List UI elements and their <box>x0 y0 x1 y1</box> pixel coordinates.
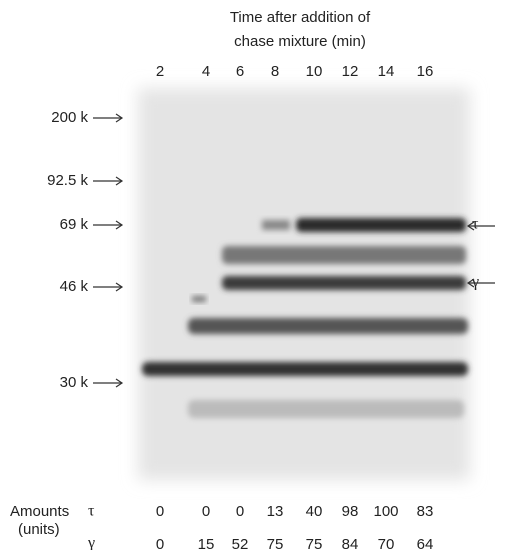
lane-label: 10 <box>306 63 323 80</box>
gamma-amount: 0 <box>156 536 164 550</box>
tau-amount: 0 <box>156 503 164 520</box>
marker-arrow-head <box>115 113 124 123</box>
lane-label: 4 <box>202 63 210 80</box>
lane-label: 16 <box>417 63 434 80</box>
gamma-amount: 75 <box>267 536 284 550</box>
tau-amount: 0 <box>236 503 244 520</box>
arrow-head <box>466 221 475 231</box>
gamma-amount: 15 <box>198 536 215 550</box>
marker-arrow-head <box>115 378 124 388</box>
band-label: γ <box>471 274 479 291</box>
amounts-label: Amounts <box>10 503 69 520</box>
tau-amount: 100 <box>373 503 398 520</box>
gamma-amount: 64 <box>417 536 434 550</box>
tau-amount: 13 <box>267 503 284 520</box>
gamma-amount: 70 <box>378 536 395 550</box>
title-line: Time after addition of <box>230 9 371 26</box>
marker-arrow-head <box>115 220 124 230</box>
gamma-amount: 75 <box>306 536 323 550</box>
gel <box>138 88 470 480</box>
tau-amount: 0 <box>202 503 210 520</box>
marker-label: 30 k <box>60 374 89 391</box>
tau-amount: 83 <box>417 503 434 520</box>
lane-label: 14 <box>378 63 395 80</box>
amounts-label: (units) <box>18 521 60 538</box>
tau-amount: 98 <box>342 503 359 520</box>
lane-label: 6 <box>236 63 244 80</box>
marker-arrow-head <box>115 282 124 292</box>
gamma-amount: 52 <box>232 536 249 550</box>
row-symbol: γ <box>87 535 95 550</box>
arrow-head <box>466 278 475 288</box>
marker-arrow-head <box>115 176 124 186</box>
marker-label: 92.5 k <box>47 172 88 189</box>
band-label: τ <box>472 216 479 233</box>
lane-label: 8 <box>271 63 279 80</box>
tau-amount: 40 <box>306 503 323 520</box>
lane-label: 12 <box>342 63 359 80</box>
marker-label: 69 k <box>60 216 89 233</box>
title-line: chase mixture (min) <box>234 33 366 50</box>
row-symbol: τ <box>88 503 95 520</box>
gamma-amount: 84 <box>342 536 359 550</box>
marker-label: 200 k <box>51 109 88 126</box>
lane-label: 2 <box>156 63 164 80</box>
marker-label: 46 k <box>60 278 89 295</box>
